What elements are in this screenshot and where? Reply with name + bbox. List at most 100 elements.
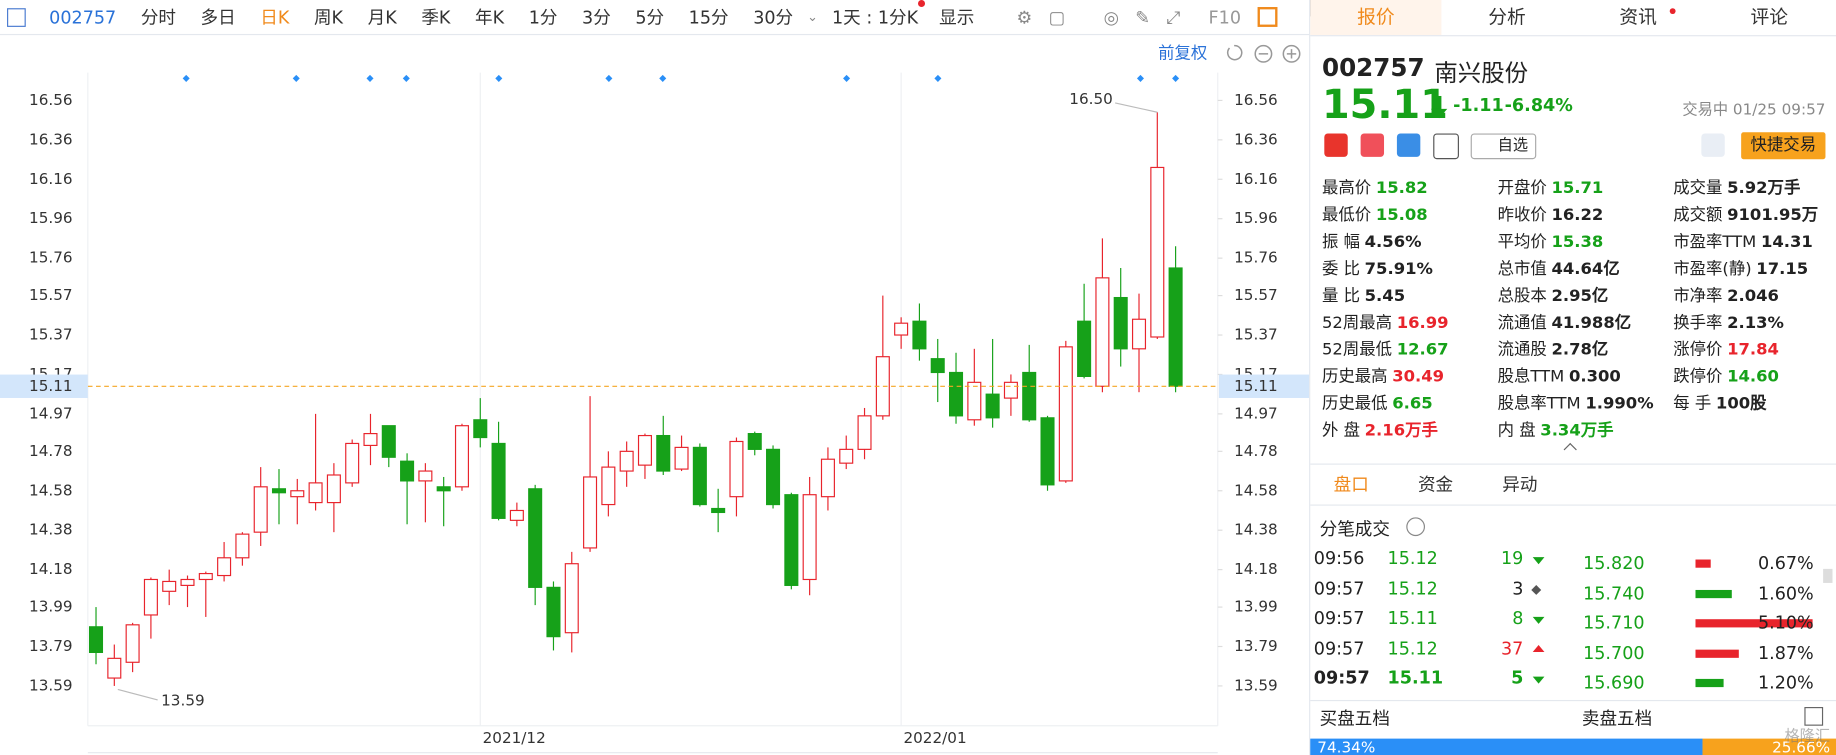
	[1310, 504, 1836, 506]
sub-tab[interactable]: 盘口	[1333, 474, 1369, 496]
down-arrow	[1436, 95, 1442, 111]
depth-pct: 1.87%	[1757, 642, 1814, 664]
side-toggle[interactable]	[1257, 7, 1278, 27]
dropdown-icon[interactable]: ⌄	[807, 9, 818, 25]
stat-value: 2.78亿	[1551, 340, 1609, 360]
x-tick-label: 2022/01	[903, 729, 966, 747]
candle-body	[857, 415, 872, 450]
period-tab[interactable]: 3分	[582, 7, 611, 29]
candle-body	[692, 446, 707, 506]
stat-item: 历史最高 30.49	[1322, 364, 1444, 387]
stat-label: 52周最低	[1321, 340, 1393, 360]
y-tick-label: 16.16	[29, 170, 73, 188]
layout-icon[interactable]	[7, 7, 26, 27]
stat-value: 4.56%	[1364, 232, 1422, 252]
stat-item: 成交额 9101.95万	[1673, 203, 1818, 226]
watch-label: 自选	[1497, 136, 1529, 155]
display-select[interactable]: 显示	[939, 7, 975, 29]
y2-tick-label: 14.58	[1234, 481, 1278, 499]
candle-body	[418, 470, 433, 482]
y-tick-label: 14.78	[29, 442, 73, 460]
y2-tick-label: 13.79	[1234, 637, 1278, 655]
candle-body	[985, 393, 1000, 419]
panel-tab[interactable]: 报价	[1310, 0, 1442, 36]
quick-trade-button[interactable]: 快捷交易	[1741, 132, 1826, 160]
y-tick-label: 14.18	[29, 560, 73, 578]
sub-tab[interactable]: 资金	[1417, 474, 1454, 496]
stat-item: 市净率 2.046	[1673, 283, 1779, 306]
period-tab[interactable]: 季K	[421, 7, 451, 29]
collapse-icon[interactable]	[1563, 442, 1577, 457]
stat-value: 41.988亿	[1551, 313, 1632, 333]
watch-button[interactable]: 自选	[1470, 133, 1537, 160]
stock-code: 002757	[49, 6, 117, 28]
candle-body	[637, 434, 652, 466]
candle-body	[747, 433, 762, 450]
stat-item: 股息TTM 0.300	[1498, 364, 1621, 387]
sub-tab[interactable]: 异动	[1502, 474, 1538, 496]
period-tab[interactable]: 5分	[635, 7, 665, 29]
buy-pct: 74.34%	[1317, 739, 1376, 755]
interval-select[interactable]: 1天 : 1分K	[832, 0, 926, 30]
buy-bar	[1310, 738, 1702, 755]
tool-icons[interactable]: ⚙▢ ◎✎⤢	[1016, 6, 1197, 28]
x-tick-label: 2021/12	[483, 729, 546, 747]
zoom-controls[interactable]	[1226, 44, 1301, 63]
tag-icon[interactable]	[1360, 133, 1385, 157]
candle-body	[217, 557, 232, 577]
depth-price: 15.710	[1583, 612, 1645, 634]
period-tab[interactable]: 多日	[200, 7, 236, 29]
tag-icon[interactable]	[1324, 133, 1348, 157]
help-icon	[1406, 517, 1426, 537]
candle-body	[546, 586, 561, 638]
stat-value: 1.990%	[1585, 394, 1654, 414]
period-tab[interactable]: 年K	[475, 7, 505, 29]
candle-body	[583, 476, 598, 549]
candle-body	[1131, 318, 1147, 350]
period-tab[interactable]: 1分	[528, 7, 558, 29]
candle-body	[839, 448, 854, 464]
trade-price: 15.12	[1387, 547, 1438, 569]
tag-icon[interactable]	[1396, 133, 1421, 157]
stat-value: 16.99	[1396, 313, 1449, 333]
book-icon[interactable]	[1804, 707, 1824, 726]
panel-tab[interactable]: 资讯	[1619, 5, 1657, 29]
candle-body	[1058, 346, 1073, 482]
stat-value: 6.65	[1392, 394, 1433, 414]
f10-button[interactable]: F10	[1208, 6, 1242, 28]
panel-tab[interactable]: 评论	[1750, 5, 1788, 29]
y-tick-label: 13.99	[29, 598, 73, 616]
trade-volume: 37	[1501, 637, 1524, 659]
y2-tick-label: 15.57	[1234, 286, 1278, 304]
	[1310, 699, 1836, 702]
stat-item: 流通股 2.78亿	[1498, 337, 1609, 360]
tag-icon[interactable]	[1433, 133, 1459, 160]
period-tab[interactable]: 月K	[367, 7, 397, 29]
bell-icon[interactable]	[1701, 133, 1725, 157]
period-tab[interactable]: 分时	[140, 7, 176, 29]
y2-tick-label: 13.59	[1234, 676, 1278, 694]
candle-body	[381, 425, 396, 458]
stat-item: 外 盘 2.16万手	[1322, 418, 1438, 441]
stat-label: 开盘价	[1497, 179, 1547, 198]
stat-value: 5.92万手	[1727, 179, 1801, 198]
panel-tab[interactable]: 分析	[1488, 5, 1526, 29]
period-tab[interactable]: 30分	[753, 7, 794, 29]
adjust-button[interactable]: 前复权	[1158, 43, 1207, 62]
candle-body	[894, 322, 909, 336]
period-tab[interactable]: 15分	[688, 7, 729, 29]
stat-value: 15.38	[1551, 232, 1604, 252]
depth-bar	[1695, 619, 1813, 628]
candle-body	[1095, 277, 1110, 387]
period-tab[interactable]: 周K	[313, 7, 344, 29]
candle-body	[711, 507, 726, 514]
period-tab[interactable]: 日K	[260, 7, 290, 29]
y2-tick-label: 16.36	[1234, 130, 1278, 148]
down-arrow	[1430, 108, 1448, 119]
stat-item: 内 盘 3.34万手	[1498, 418, 1614, 441]
y2-tick-label: 16.56	[1234, 91, 1278, 109]
candle-body	[180, 578, 195, 586]
stat-label: 52周最高	[1321, 313, 1393, 333]
stat-label: 股息TTM	[1497, 367, 1565, 387]
stat-label: 股息率TTM	[1497, 394, 1581, 414]
